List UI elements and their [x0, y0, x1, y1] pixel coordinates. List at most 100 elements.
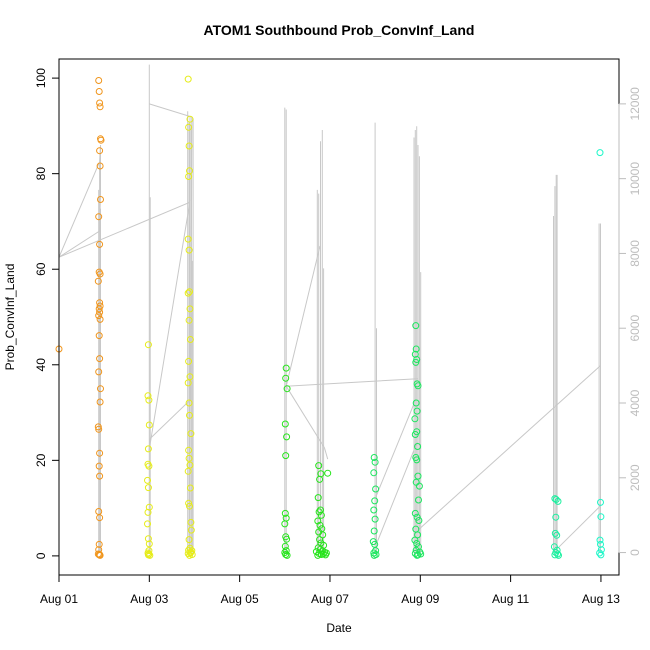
data-point — [597, 513, 605, 521]
data-point — [552, 513, 560, 521]
data-point — [597, 551, 605, 559]
data-point — [144, 445, 152, 453]
data-point — [596, 536, 604, 544]
plot-frame — [58, 58, 620, 576]
data-point — [96, 472, 104, 480]
data-point — [316, 536, 324, 544]
chart-title: ATOM1 Southbound Prob_ConvInf_Land — [204, 22, 475, 38]
data-point — [322, 549, 330, 557]
data-point — [370, 551, 378, 559]
data-point — [144, 392, 152, 400]
data-point — [551, 529, 559, 537]
data-point — [413, 513, 421, 521]
data-point — [185, 142, 193, 150]
data-point — [282, 374, 290, 382]
data-point — [186, 336, 194, 343]
data-point — [96, 308, 104, 316]
data-point — [319, 531, 327, 539]
data-point — [415, 517, 423, 524]
data-point — [186, 411, 193, 419]
data-point — [96, 514, 104, 522]
y2-tick-label: 10000 — [628, 162, 642, 196]
data-point — [95, 305, 103, 313]
data-point — [95, 77, 103, 84]
data-point — [324, 469, 332, 477]
data-point — [282, 551, 290, 558]
data-point — [282, 452, 290, 460]
x-tick-label: Aug 07 — [311, 592, 349, 606]
data-point — [144, 508, 152, 516]
data-point — [551, 551, 559, 559]
data-point — [96, 240, 104, 248]
data-point — [185, 454, 193, 462]
data-point — [145, 550, 153, 558]
data-point — [414, 472, 422, 480]
data-point — [95, 540, 103, 548]
data-point — [317, 511, 325, 519]
data-point — [96, 551, 104, 558]
data-point — [281, 520, 289, 528]
data-point — [145, 503, 153, 511]
line-segment — [58, 144, 101, 258]
data-point — [185, 316, 193, 324]
data-point — [597, 498, 604, 506]
data-point — [185, 123, 193, 131]
data-point — [144, 476, 151, 484]
data-point — [417, 550, 425, 558]
y-tick-label: 20 — [34, 453, 48, 467]
data-point — [144, 520, 151, 528]
y-axis-left: 0 20 40 60 80 100 — [34, 68, 60, 559]
data-point — [370, 454, 378, 461]
data-point — [95, 332, 103, 340]
data-point — [184, 75, 192, 83]
data-point — [283, 385, 291, 393]
data-point — [187, 526, 195, 534]
y-tick-label: 60 — [34, 262, 48, 276]
data-point — [370, 469, 378, 477]
data-point — [371, 458, 379, 466]
data-point — [185, 399, 193, 407]
point-layer — [55, 75, 605, 559]
data-point — [412, 322, 420, 330]
y-axis-label: Prob_ConvInf_Land — [3, 264, 17, 371]
data-point — [412, 345, 420, 353]
line-segment — [417, 365, 601, 531]
data-point — [96, 162, 104, 170]
data-point — [371, 497, 379, 505]
data-point — [97, 385, 104, 393]
y2-tick-label: 8000 — [628, 240, 642, 267]
data-point — [94, 277, 102, 285]
line-segment — [58, 103, 193, 452]
line-segment — [285, 385, 329, 460]
data-point — [185, 357, 193, 365]
data-point — [317, 506, 324, 514]
y-axis-right: 0 2000 4000 6000 8000 10000 12000 — [618, 87, 642, 556]
data-point — [312, 548, 320, 556]
data-point — [96, 103, 104, 111]
data-point — [597, 546, 605, 554]
data-point — [186, 288, 193, 296]
data-point — [370, 506, 378, 514]
data-point — [145, 462, 153, 470]
data-point — [186, 115, 194, 123]
data-point — [316, 521, 324, 529]
data-point — [411, 509, 419, 517]
data-point — [282, 364, 290, 372]
data-point — [411, 415, 419, 423]
data-point — [282, 547, 290, 555]
y2-tick-label: 12000 — [628, 87, 642, 121]
data-point — [96, 449, 104, 457]
data-point — [413, 540, 421, 547]
data-point — [145, 396, 153, 404]
data-point — [281, 420, 289, 428]
data-point — [555, 551, 562, 559]
data-point — [314, 517, 322, 525]
data-point — [371, 515, 379, 523]
y2-tick-label: 4000 — [628, 389, 642, 416]
data-point — [184, 235, 192, 243]
data-point — [319, 550, 327, 558]
data-point — [187, 518, 195, 526]
data-point — [415, 496, 422, 504]
x-tick-label: Aug 01 — [40, 592, 78, 606]
data-point — [96, 355, 104, 363]
